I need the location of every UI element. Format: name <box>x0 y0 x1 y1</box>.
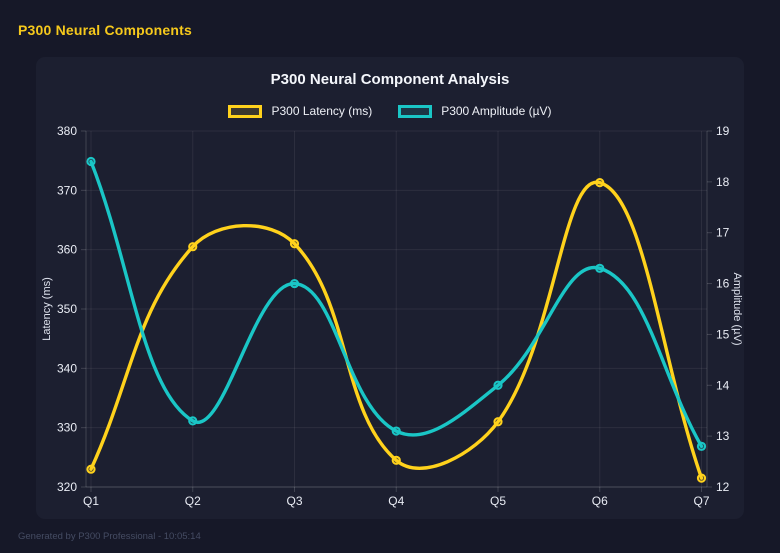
svg-text:330: 330 <box>57 421 77 435</box>
legend-item-latency[interactable]: P300 Latency (ms) <box>228 104 372 118</box>
legend-swatch-amplitude-icon <box>398 104 433 118</box>
chart-panel: P300 Neural Component Analysis P300 Late… <box>36 57 744 519</box>
svg-text:Q4: Q4 <box>388 494 404 508</box>
svg-text:18: 18 <box>716 175 730 189</box>
svg-text:16: 16 <box>716 277 730 291</box>
svg-text:340: 340 <box>57 361 77 375</box>
svg-text:320: 320 <box>57 480 77 494</box>
svg-text:Q5: Q5 <box>490 494 506 508</box>
svg-text:14: 14 <box>716 378 730 392</box>
legend-label-amplitude: P300 Amplitude (µV) <box>441 104 552 118</box>
svg-text:13: 13 <box>716 429 730 443</box>
svg-text:Q3: Q3 <box>286 494 302 508</box>
chart-canvas[interactable]: Q1 Q2 Q3 Q4 Q5 Q6 Q7 320 330 340 350 360 370 380 12 13 1… <box>36 57 744 519</box>
svg-text:19: 19 <box>716 124 730 138</box>
y-axis-title-right: Amplitude (µV) <box>731 272 743 346</box>
svg-text:350: 350 <box>57 302 77 316</box>
svg-text:Q7: Q7 <box>693 494 709 508</box>
page-title: P300 Neural Components <box>18 22 192 38</box>
svg-text:Q1: Q1 <box>83 494 99 508</box>
svg-text:360: 360 <box>57 243 77 257</box>
svg-text:Q2: Q2 <box>185 494 201 508</box>
y-axis-title-left: Latency (ms) <box>41 277 53 341</box>
legend-swatch-latency-icon <box>228 104 263 118</box>
svg-text:Q6: Q6 <box>592 494 608 508</box>
chart-title: P300 Neural Component Analysis <box>270 71 510 88</box>
svg-text:12: 12 <box>716 480 730 494</box>
svg-text:17: 17 <box>716 226 730 240</box>
svg-text:370: 370 <box>57 183 77 197</box>
chart-legend: P300 Latency (ms) P300 Amplitude (µV) <box>36 104 744 118</box>
svg-text:380: 380 <box>57 124 77 138</box>
footer-text: Generated by P300 Professional - 10:05:1… <box>18 531 201 542</box>
legend-label-latency: P300 Latency (ms) <box>271 104 373 118</box>
svg-text:15: 15 <box>716 327 730 341</box>
legend-item-amplitude[interactable]: P300 Amplitude (µV) <box>398 104 552 118</box>
